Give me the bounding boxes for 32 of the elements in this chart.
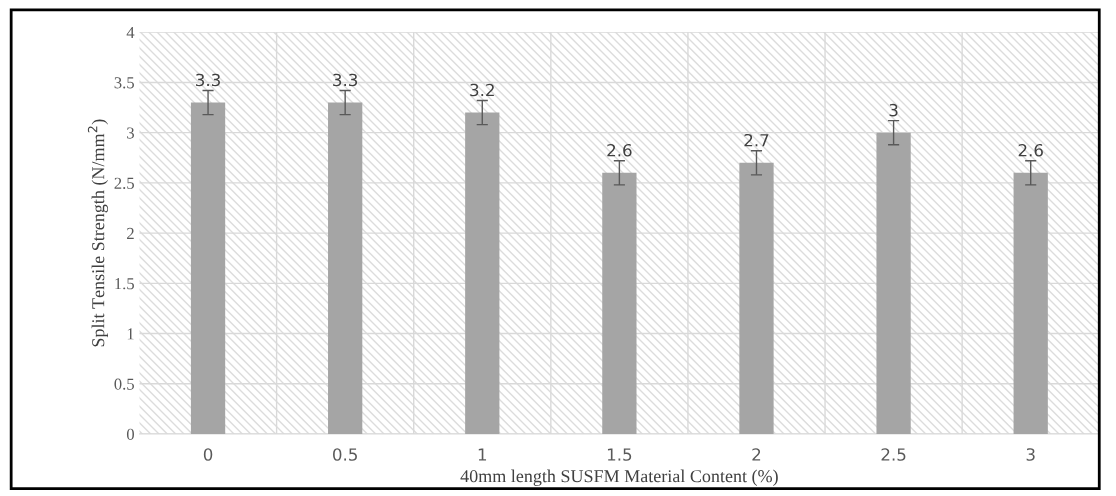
x-axis-title: 40mm length SUSFM Material Content (%)	[460, 469, 778, 486]
y-tick-label: 1	[127, 328, 134, 340]
x-tick-label: 0.5	[333, 448, 357, 461]
data-label: 2.7	[744, 133, 769, 147]
y-tick-label: 4	[126, 27, 135, 39]
bar	[328, 102, 363, 434]
bar	[602, 172, 637, 434]
bar	[1013, 172, 1048, 434]
data-label: 3.2	[470, 83, 494, 97]
y-tick-label: 3.5	[114, 77, 134, 89]
x-tick-label: 2.5	[881, 448, 906, 461]
y-tick-label: 3	[127, 127, 134, 139]
y-tick-label: 2.5	[114, 177, 134, 189]
bar	[739, 162, 774, 434]
x-tick-label: 1	[478, 448, 487, 461]
data-label: 2.6	[607, 143, 632, 157]
x-tick-label: 2	[752, 448, 761, 461]
y-tick-label: 0.5	[114, 378, 134, 390]
data-label: 3	[889, 103, 898, 117]
y-axis-title: Split Tensile Strength (N/mm$^{2}$)	[87, 119, 109, 347]
data-label: 3.3	[196, 73, 220, 87]
y-tick-label: 2	[127, 227, 134, 239]
bar	[190, 102, 226, 434]
x-tick-label: 3	[1026, 448, 1035, 461]
bar	[465, 112, 500, 434]
data-label: 3.3	[333, 73, 358, 87]
x-tick-label: 0	[203, 448, 213, 461]
data-label: 2.6	[1018, 143, 1043, 157]
y-tick-label: 1.5	[115, 278, 134, 290]
y-tick-label: 0	[126, 428, 134, 440]
bar	[876, 132, 911, 434]
x-tick-label: 1.5	[607, 448, 632, 461]
